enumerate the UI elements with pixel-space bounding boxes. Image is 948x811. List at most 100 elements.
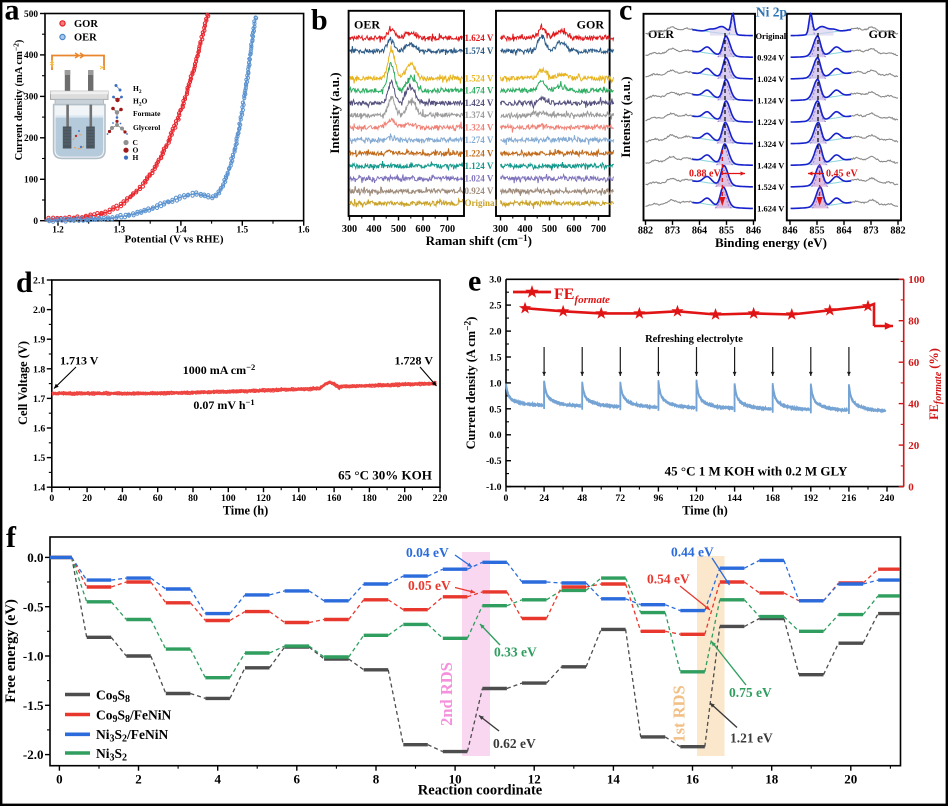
svg-text:1.21 eV: 1.21 eV [730,731,773,746]
svg-text:0.04 eV: 0.04 eV [406,545,449,560]
svg-text:2.0: 2.0 [33,305,45,316]
svg-text:OER: OER [74,32,97,43]
svg-text:e: e [468,265,481,298]
svg-text:Co9S8/FeNiN: Co9S8/FeNiN [96,707,172,725]
svg-text:Ni3S2: Ni3S2 [96,746,127,764]
svg-text:3.0: 3.0 [489,275,501,286]
svg-text:12: 12 [528,772,541,787]
svg-text:-1.0: -1.0 [23,649,44,664]
svg-text:10: 10 [449,772,462,787]
svg-text:0.924 V: 0.924 V [465,186,494,196]
svg-text:1000 mA cm−2: 1000 mA cm−2 [183,362,255,377]
svg-text:1.574 V: 1.574 V [465,46,494,56]
svg-text:Reaction coordinate: Reaction coordinate [418,783,543,799]
svg-text:GOR: GOR [577,18,605,32]
svg-text:-0.5: -0.5 [486,456,502,467]
svg-text:1st RDS: 1st RDS [670,685,689,742]
svg-text:Glycerol: Glycerol [133,123,160,132]
svg-text:20: 20 [82,493,92,504]
svg-text:0: 0 [33,217,38,227]
svg-text:f: f [6,521,17,554]
svg-text:0.44 eV: 0.44 eV [671,545,714,560]
svg-text:72: 72 [615,493,625,504]
svg-text:100: 100 [908,274,925,286]
svg-text:1.024 V: 1.024 V [465,174,494,184]
svg-text:1.3: 1.3 [114,226,126,236]
svg-text:1.324 V: 1.324 V [465,122,494,132]
svg-text:Raman shift (cm−1): Raman shift (cm−1) [426,233,532,248]
svg-text:882: 882 [638,226,653,237]
svg-text:0.5: 0.5 [489,404,501,415]
svg-text:100: 100 [221,493,236,504]
svg-text:C: C [133,138,138,147]
svg-text:873: 873 [863,226,878,237]
svg-text:1.624 V: 1.624 V [465,33,494,43]
svg-text:Time (h): Time (h) [223,504,269,518]
svg-text:1.9: 1.9 [33,335,45,346]
svg-text:4: 4 [214,772,221,787]
svg-text:40: 40 [118,493,128,504]
svg-text:1.6: 1.6 [33,424,45,435]
svg-text:80: 80 [908,316,920,328]
svg-text:48: 48 [577,493,587,504]
svg-text:6: 6 [294,772,301,787]
svg-text:H2: H2 [133,84,142,95]
svg-text:0.0: 0.0 [27,550,43,565]
svg-text:1.713 V: 1.713 V [60,354,99,368]
svg-text:-1.5: -1.5 [23,698,44,713]
svg-text:Cell Voltage (V): Cell Voltage (V) [16,341,30,425]
svg-text:200: 200 [24,134,38,144]
svg-text:d: d [16,266,33,299]
svg-text:60: 60 [908,357,920,369]
svg-text:0: 0 [504,493,509,504]
svg-text:400: 400 [366,224,381,235]
svg-text:1.424 V: 1.424 V [465,98,494,108]
svg-text:180: 180 [362,493,377,504]
svg-text:2nd RDS: 2nd RDS [437,662,456,726]
svg-text:1.2: 1.2 [52,226,64,236]
svg-text:1.124 V: 1.124 V [757,96,785,106]
svg-text:160: 160 [327,493,342,504]
svg-text:1.424 V: 1.424 V [757,160,785,170]
svg-text:14: 14 [607,772,621,787]
svg-text:a: a [5,0,20,27]
svg-text:120: 120 [689,493,704,504]
svg-text:1.8: 1.8 [33,364,45,375]
svg-text:192: 192 [803,493,818,504]
svg-text:1.6: 1.6 [298,226,310,236]
svg-text:0.33 eV: 0.33 eV [494,645,537,660]
svg-text:120: 120 [256,493,271,504]
svg-text:c: c [619,0,632,27]
svg-text:855: 855 [719,226,734,237]
svg-text:0.05 eV: 0.05 eV [408,578,451,593]
svg-text:-2.0: -2.0 [23,747,44,762]
svg-text:168: 168 [765,493,780,504]
svg-text:Original: Original [755,31,786,41]
svg-text:GOR: GOR [74,19,98,30]
svg-text:0.62 eV: 0.62 eV [493,736,536,751]
svg-text:96: 96 [654,493,664,504]
svg-text:1.4: 1.4 [175,226,187,236]
svg-text:Binding energy (eV): Binding energy (eV) [715,235,827,250]
svg-text:0.54 eV: 0.54 eV [647,572,690,587]
svg-text:700: 700 [591,224,606,235]
svg-text:Intensity (a.u.): Intensity (a.u.) [618,76,633,157]
svg-text:1.624 V: 1.624 V [757,204,785,214]
svg-text:500: 500 [391,224,406,235]
svg-text:16: 16 [686,772,700,787]
svg-text:216: 216 [842,493,857,504]
svg-text:b: b [311,4,328,37]
svg-text:-0.5: -0.5 [23,599,44,614]
svg-text:200: 200 [397,493,412,504]
svg-text:80: 80 [188,493,198,504]
svg-text:45 °C 1 M KOH with 0.2 M GLY: 45 °C 1 M KOH with 0.2 M GLY [665,464,848,479]
svg-text:300: 300 [24,93,38,103]
svg-text:1.224 V: 1.224 V [465,148,494,158]
svg-text:Free energy (eV): Free energy (eV) [3,599,19,703]
svg-text:20: 20 [908,440,920,452]
svg-text:1.524 V: 1.524 V [757,182,785,192]
svg-text:Refreshing electrolyte: Refreshing electrolyte [645,334,743,345]
svg-text:Current density (A cm−2): Current density (A cm−2) [464,317,479,450]
svg-text:1.224 V: 1.224 V [757,117,785,127]
svg-text:2: 2 [135,772,142,787]
